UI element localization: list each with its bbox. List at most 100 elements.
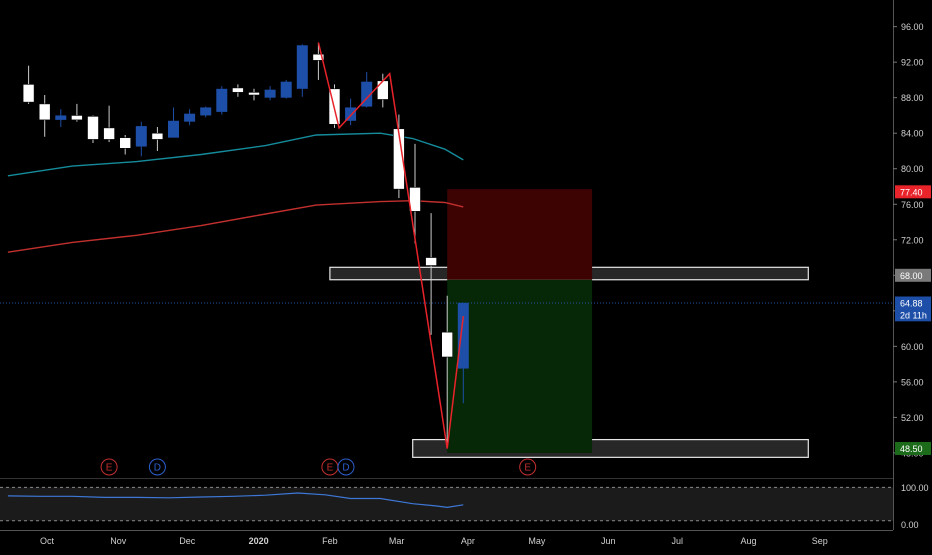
price-label-badge: 77.40 bbox=[895, 185, 931, 199]
candle[interactable] bbox=[200, 106, 212, 118]
oscillator-tick-label: 100.00 bbox=[901, 483, 929, 493]
event-circle bbox=[148, 458, 166, 476]
event-circle bbox=[519, 458, 537, 476]
candle[interactable] bbox=[361, 71, 373, 108]
price-tick-label: 52.00 bbox=[901, 413, 924, 423]
oscillator-tick-label: 0.00 bbox=[901, 520, 919, 530]
dividend-event-icon[interactable]: D bbox=[148, 458, 166, 476]
candle[interactable] bbox=[248, 88, 260, 101]
candle[interactable] bbox=[425, 213, 437, 335]
price-label-badge: 48.50 bbox=[895, 441, 931, 455]
candle[interactable] bbox=[103, 105, 115, 143]
candle[interactable] bbox=[87, 115, 99, 143]
candle[interactable] bbox=[441, 295, 454, 449]
price-label-text: 68.00 bbox=[900, 271, 923, 281]
event-letter: E bbox=[106, 463, 113, 474]
earnings-event-icon[interactable]: E bbox=[100, 458, 118, 476]
candle-body bbox=[103, 127, 115, 140]
candle[interactable] bbox=[22, 65, 35, 104]
candle[interactable] bbox=[345, 98, 357, 126]
price-tick-label: 72.00 bbox=[901, 235, 924, 245]
candle-body bbox=[71, 115, 83, 121]
candle[interactable] bbox=[38, 95, 51, 137]
price-label-text: 64.88 bbox=[900, 299, 923, 309]
candle-body bbox=[151, 132, 164, 140]
price-label-background bbox=[895, 185, 931, 199]
take-profit-zone[interactable] bbox=[447, 279, 593, 453]
candle-body bbox=[457, 302, 469, 369]
candle[interactable] bbox=[232, 84, 244, 97]
earnings-event-icon[interactable]: E bbox=[321, 458, 339, 476]
price-label-badge: 2d 11h bbox=[895, 308, 931, 322]
candle[interactable] bbox=[151, 126, 164, 151]
candle-body bbox=[264, 89, 276, 98]
candle-body bbox=[38, 103, 51, 121]
candle-body bbox=[87, 116, 99, 140]
candle-body bbox=[200, 107, 212, 116]
candle[interactable] bbox=[216, 86, 228, 115]
dividend-event-icon[interactable]: D bbox=[337, 458, 355, 476]
event-letter: D bbox=[342, 463, 349, 474]
candle-body bbox=[55, 115, 67, 120]
candle-body bbox=[425, 257, 437, 266]
candle-body bbox=[184, 113, 196, 122]
candle[interactable] bbox=[312, 42, 325, 80]
price-label-badge: 64.88 bbox=[895, 296, 931, 310]
candle[interactable] bbox=[168, 107, 179, 138]
candle[interactable] bbox=[280, 79, 292, 99]
moving-average-line bbox=[7, 132, 464, 177]
candle-body bbox=[248, 92, 260, 96]
candle[interactable] bbox=[71, 103, 83, 122]
time-tick-label: Jun bbox=[601, 536, 616, 546]
oscillator-band bbox=[0, 487, 893, 521]
time-tick-label: Apr bbox=[461, 536, 475, 546]
time-tick-label: Mar bbox=[389, 536, 405, 546]
earnings-event-icon[interactable]: E bbox=[519, 458, 537, 476]
candle-body bbox=[361, 81, 373, 107]
price-label-background bbox=[895, 296, 931, 310]
time-tick-label: 2020 bbox=[249, 536, 269, 546]
oscillator-line bbox=[7, 492, 464, 509]
candle-body bbox=[216, 88, 228, 112]
event-letter: E bbox=[327, 463, 334, 474]
price-label-background bbox=[895, 441, 931, 455]
candle-body bbox=[296, 45, 308, 89]
price-tick-label: 60.00 bbox=[901, 342, 924, 352]
candle[interactable] bbox=[184, 109, 196, 126]
time-tick-label: Nov bbox=[110, 536, 127, 546]
time-tick-label: Dec bbox=[179, 536, 196, 546]
candle[interactable] bbox=[55, 109, 67, 127]
price-tick-label: 84.00 bbox=[901, 129, 924, 139]
time-tick-label: Sep bbox=[812, 536, 828, 546]
event-letter: D bbox=[154, 463, 161, 474]
price-label-text: 2d 11h bbox=[900, 310, 927, 320]
price-tick-label: 76.00 bbox=[901, 200, 924, 210]
event-circle bbox=[337, 458, 355, 476]
candle-body bbox=[345, 107, 357, 121]
price-tick-label: 88.00 bbox=[901, 93, 924, 103]
stop-loss-zone[interactable] bbox=[447, 189, 593, 280]
candle-body bbox=[168, 120, 179, 138]
candle-body bbox=[232, 87, 244, 93]
candle-body bbox=[441, 331, 454, 358]
moving-average-line bbox=[7, 199, 464, 253]
price-tick-label: 56.00 bbox=[901, 377, 924, 387]
price-label-badge: 68.00 bbox=[895, 268, 931, 282]
candle[interactable] bbox=[296, 44, 308, 97]
candle[interactable] bbox=[135, 121, 147, 157]
price-tick-label: 80.00 bbox=[901, 164, 924, 174]
candle[interactable] bbox=[264, 86, 276, 101]
time-tick-label: Jul bbox=[671, 536, 683, 546]
price-label-background bbox=[895, 308, 931, 322]
candle-body bbox=[119, 137, 131, 149]
candle[interactable] bbox=[119, 134, 131, 155]
candle-body bbox=[22, 84, 35, 103]
price-tick-label: 92.00 bbox=[901, 58, 924, 68]
time-tick-label: May bbox=[528, 536, 546, 546]
event-circle bbox=[100, 458, 118, 476]
zigzag-line bbox=[317, 42, 465, 449]
candle-body bbox=[376, 80, 389, 100]
candle-body bbox=[280, 81, 292, 98]
